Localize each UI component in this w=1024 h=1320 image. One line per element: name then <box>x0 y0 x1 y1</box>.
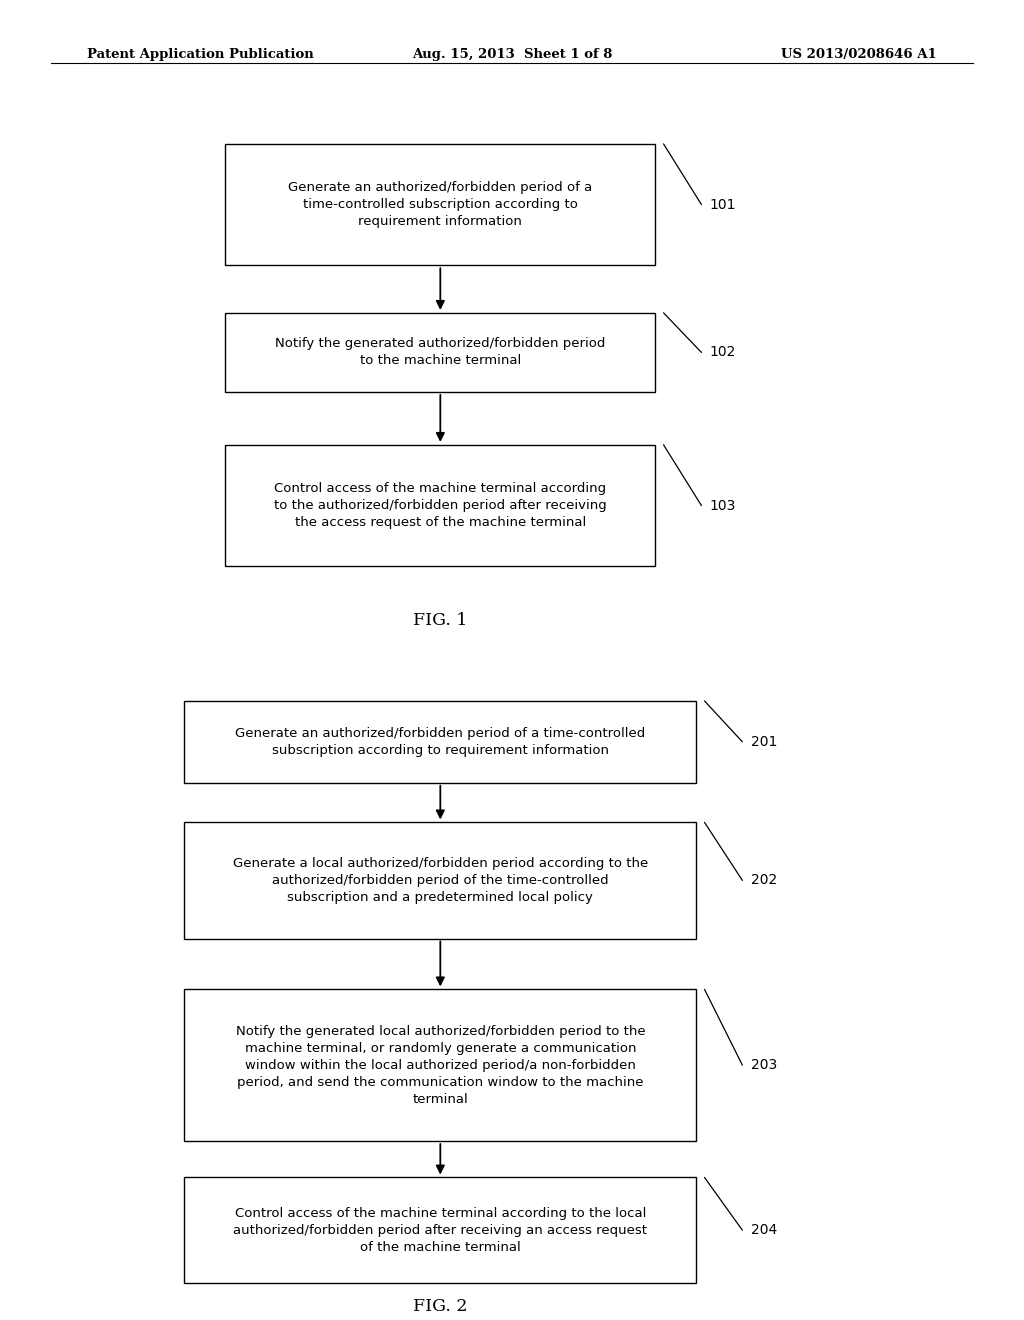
Bar <box>184 701 696 783</box>
Text: Patent Application Publication: Patent Application Publication <box>87 48 313 61</box>
Text: Generate a local authorized/forbidden period according to the
authorized/forbidd: Generate a local authorized/forbidden pe… <box>232 857 648 904</box>
Bar <box>184 822 696 939</box>
Text: Control access of the machine terminal according
to the authorized/forbidden per: Control access of the machine terminal a… <box>274 482 606 529</box>
Text: FIG. 2: FIG. 2 <box>413 1299 468 1315</box>
Text: 202: 202 <box>751 874 777 887</box>
Text: 102: 102 <box>710 346 736 359</box>
Text: Generate an authorized/forbidden period of a
time-controlled subscription accord: Generate an authorized/forbidden period … <box>288 181 593 228</box>
Text: 204: 204 <box>751 1224 777 1237</box>
Bar <box>225 445 655 566</box>
Text: Generate an authorized/forbidden period of a time-controlled
subscription accord: Generate an authorized/forbidden period … <box>236 727 645 756</box>
Text: 101: 101 <box>710 198 736 211</box>
Bar <box>184 990 696 1140</box>
Text: Aug. 15, 2013  Sheet 1 of 8: Aug. 15, 2013 Sheet 1 of 8 <box>412 48 612 61</box>
Bar <box>225 144 655 265</box>
Bar <box>225 313 655 392</box>
Text: Notify the generated local authorized/forbidden period to the
machine terminal, : Notify the generated local authorized/fo… <box>236 1024 645 1106</box>
Bar <box>184 1177 696 1283</box>
Text: FIG. 1: FIG. 1 <box>413 612 468 628</box>
Text: 203: 203 <box>751 1059 777 1072</box>
Text: Notify the generated authorized/forbidden period
to the machine terminal: Notify the generated authorized/forbidde… <box>275 338 605 367</box>
Text: 201: 201 <box>751 735 777 748</box>
Text: Control access of the machine terminal according to the local
authorized/forbidd: Control access of the machine terminal a… <box>233 1206 647 1254</box>
Text: US 2013/0208646 A1: US 2013/0208646 A1 <box>781 48 937 61</box>
Text: 103: 103 <box>710 499 736 512</box>
